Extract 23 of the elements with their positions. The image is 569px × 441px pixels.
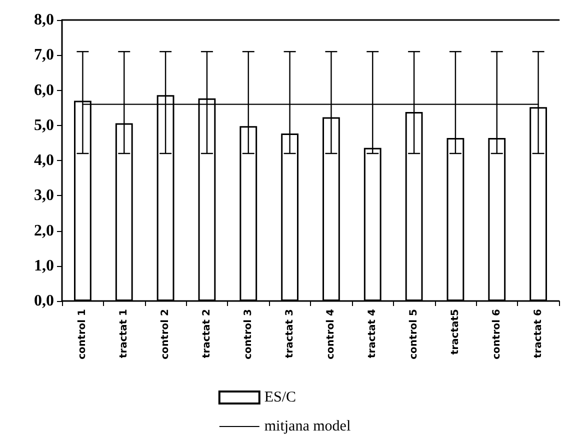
x-tick-label: tractat 4 [367, 308, 378, 358]
x-tick-label: control 1 [77, 308, 88, 360]
x-tick-label: control 2 [160, 308, 172, 360]
y-tick-label: 5,0 [34, 116, 54, 134]
y-tick-label: 8,0 [34, 12, 54, 28]
x-tick-label: tractat 2 [201, 308, 212, 358]
x-tick-label: tractat 3 [284, 308, 296, 358]
y-tick-label: 2,0 [34, 222, 54, 240]
legend-label: ES/C [264, 390, 296, 406]
x-tick-label: control 3 [242, 308, 254, 360]
y-tick-label: 0,0 [34, 292, 54, 310]
x-tick-label: control 5 [408, 308, 420, 360]
y-tick-label: 3,0 [34, 187, 54, 204]
x-tick-label: control 4 [326, 308, 337, 360]
x-tick-label: tractat5 [450, 308, 461, 355]
legend-label: mitjana model [264, 418, 351, 434]
y-tick-label: 7,0 [34, 46, 54, 64]
x-tick-label: tractat 6 [532, 308, 544, 358]
y-tick-label: 4,0 [34, 152, 54, 169]
x-tick-label: tractat 1 [118, 308, 130, 358]
y-tick-label: 6,0 [34, 82, 54, 99]
y-tick-label: 1,0 [34, 257, 54, 274]
x-tick-label: control 6 [491, 308, 502, 360]
